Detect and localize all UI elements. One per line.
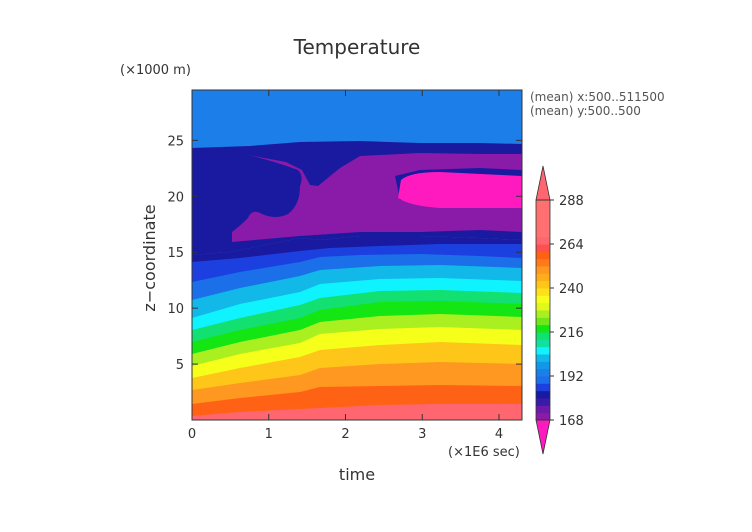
colorbar-segment	[536, 346, 550, 355]
colorbar-segment	[536, 229, 550, 238]
plot-frame	[191, 89, 523, 421]
colorbar-segment	[536, 207, 550, 216]
colorbar-segment	[536, 354, 550, 362]
x-tick-label: 0	[188, 427, 196, 442]
band-purple	[232, 153, 522, 242]
colorbar-segment	[536, 200, 550, 208]
x-unit-label: (×1E6 sec)	[448, 445, 520, 460]
colorbar-tick-label: 288	[559, 194, 584, 209]
colorbar-segment	[536, 273, 550, 282]
colorbar-segment	[536, 251, 550, 260]
colorbar-segment	[536, 398, 550, 406]
colorbar-tick-label: 216	[559, 326, 584, 341]
colorbar-segment	[536, 302, 550, 311]
colorbar-frame	[535, 199, 551, 421]
y-tick-label: 5	[176, 358, 184, 373]
colorbar-segment	[536, 266, 550, 274]
colorbar-tick-label: 192	[559, 370, 584, 385]
band-salmon	[192, 404, 522, 420]
annotation-x-mean: (mean) x:500..511500	[530, 90, 665, 104]
x-tick-label: 1	[265, 427, 273, 442]
band-magenta	[398, 172, 522, 208]
colorbar-segment	[536, 368, 550, 377]
heatmap-plot-area	[192, 90, 522, 420]
colorbar-segment	[536, 390, 550, 399]
y-tick-label: 20	[167, 190, 184, 205]
x-axis: 0 1 2 3 4	[188, 90, 503, 442]
colorbar-segment	[536, 214, 550, 223]
colorbar-segment	[536, 244, 550, 252]
x-tick-label: 3	[418, 427, 426, 442]
colorbar-max-extension	[535, 165, 551, 201]
colorbar-segment	[536, 310, 550, 318]
y-unit-label: (×1000 m)	[120, 63, 191, 78]
colorbar-tick-label: 264	[559, 238, 584, 253]
colorbar-segment	[536, 405, 550, 414]
colorbar-segment	[536, 376, 550, 384]
colorbar-min-extension	[535, 419, 551, 455]
colorbar-segment	[536, 288, 550, 296]
colorbar-tick-label: 168	[559, 414, 584, 429]
colorbar-segment	[536, 222, 550, 230]
colorbar-segment	[536, 324, 550, 333]
annotation-y-mean: (mean) y:500..500	[530, 104, 641, 118]
chart-title: Temperature	[293, 35, 421, 59]
x-axis-title: time	[339, 465, 375, 484]
x-tick-label: 4	[495, 427, 503, 442]
colorbar-segment	[536, 383, 550, 392]
colorbar-tick-label: 240	[559, 282, 584, 297]
y-axis-title: z−coordinate	[140, 204, 159, 311]
colorbar-segment	[536, 317, 550, 326]
colorbar-segment	[536, 258, 550, 267]
colorbar: 168 192 216 240 264 288	[535, 165, 584, 455]
colorbar-segment	[536, 280, 550, 289]
y-tick-label: 15	[167, 246, 184, 261]
colorbar-segment	[536, 361, 550, 370]
colorbar-segment	[536, 332, 550, 340]
y-axis: 5 10 15 20 25	[167, 134, 522, 373]
colorbar-segment	[536, 295, 550, 304]
colorbar-segment	[536, 236, 550, 245]
colorbar-segment	[536, 339, 550, 348]
y-tick-label: 25	[167, 134, 184, 149]
x-tick-label: 2	[341, 427, 349, 442]
y-tick-label: 10	[167, 302, 184, 317]
colorbar-segment	[536, 412, 550, 421]
